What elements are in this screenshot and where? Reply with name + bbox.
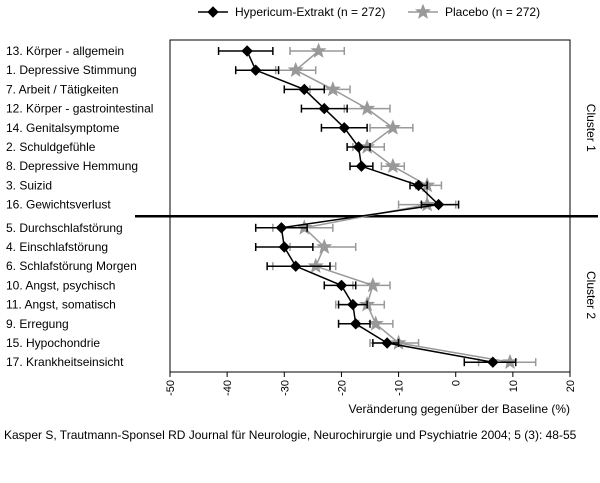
data-point [241,45,253,57]
legend-marker [414,3,432,19]
category-label: 2. Schuldgefühle [6,140,96,154]
data-point [287,61,304,78]
category-label: 9. Erregung [6,317,69,331]
data-point [350,318,362,330]
data-point [278,241,290,253]
category-label: 7. Arbeit / Tätigkeiten [6,82,119,96]
data-point [487,356,499,368]
data-point [275,222,288,234]
category-label: 1. Depressive Stimmung [6,63,137,77]
data-point [298,83,310,96]
plot-area: Cluster 1 Cluster 2 [135,39,598,373]
x-axis: -50 -40 -30 -20 -10 0 10 20 Veränderung gegenübe… [165,372,577,416]
x-tick-label: -30 [279,380,291,396]
category-label: 12. Körper - gastrointestinal [6,102,153,116]
series-hypericum [217,45,517,368]
chart-canvas: Hypericum-Extrakt (n = 272) Placebo (n = … [6,3,598,416]
x-tick-label: -10 [394,380,406,396]
x-tick-label: -40 [222,380,234,396]
data-point [384,157,401,174]
data-point [359,100,376,116]
category-label: 16. Gewichtsverlust [6,198,111,212]
legend-label: Hypericum-Extrakt (n = 272) [235,5,385,19]
data-point [381,337,393,349]
data-point [384,119,401,135]
data-point [432,198,445,211]
x-tick-label: 10 [508,380,520,392]
category-label: 10. Angst, psychisch [6,278,115,292]
category-label: 6. Schlafstörung Morgen [6,259,137,273]
category-label: 3. Suizid [6,178,52,192]
category-labels: 13. Körper - allgemein 1. Depressive Stim… [6,44,153,369]
x-tick-label: 0 [451,380,463,386]
data-point [316,238,333,254]
data-point [338,122,350,134]
x-axis-title: Veränderung gegenüber der Baseline (%) [349,402,570,416]
data-point [352,141,365,153]
data-point [355,160,368,172]
category-label: 15. Hypochondrie [6,336,100,350]
data-point [324,80,341,97]
data-point [347,298,359,311]
legend-marker [207,6,219,18]
category-label: 4. Einschlafstörung [6,240,108,254]
citation-text: Kasper S, Trautmann-Sponsel RD Journal f… [4,428,577,442]
series-line [294,50,511,363]
data-point [412,179,425,192]
cluster-label-2: Cluster 2 [584,271,598,319]
legend-label: Placebo (n = 272) [445,5,540,19]
category-label: 14. Genitalsymptome [6,121,120,135]
data-point [310,42,327,58]
cluster-label-1: Cluster 1 [584,104,598,152]
category-label: 5. Durchschlafstörung [6,221,123,235]
data-point [250,64,262,76]
data-point [335,279,348,292]
data-point [318,102,330,115]
category-label: 13. Körper - allgemein [6,44,124,58]
x-tick-label: -50 [165,380,177,396]
category-label: 17. Krankheitseinsicht [6,355,124,369]
series-placebo [272,42,537,370]
x-tick-label: -20 [336,380,348,396]
x-tick-label: 20 [565,380,577,392]
data-point [290,260,302,272]
plot-frame [169,39,571,373]
data-point [364,276,381,293]
category-label: 8. Depressive Hemmung [6,159,138,173]
category-label: 11. Angst, somatisch [6,298,116,312]
legend: Hypericum-Extrakt (n = 272) Placebo (n = … [198,3,540,19]
